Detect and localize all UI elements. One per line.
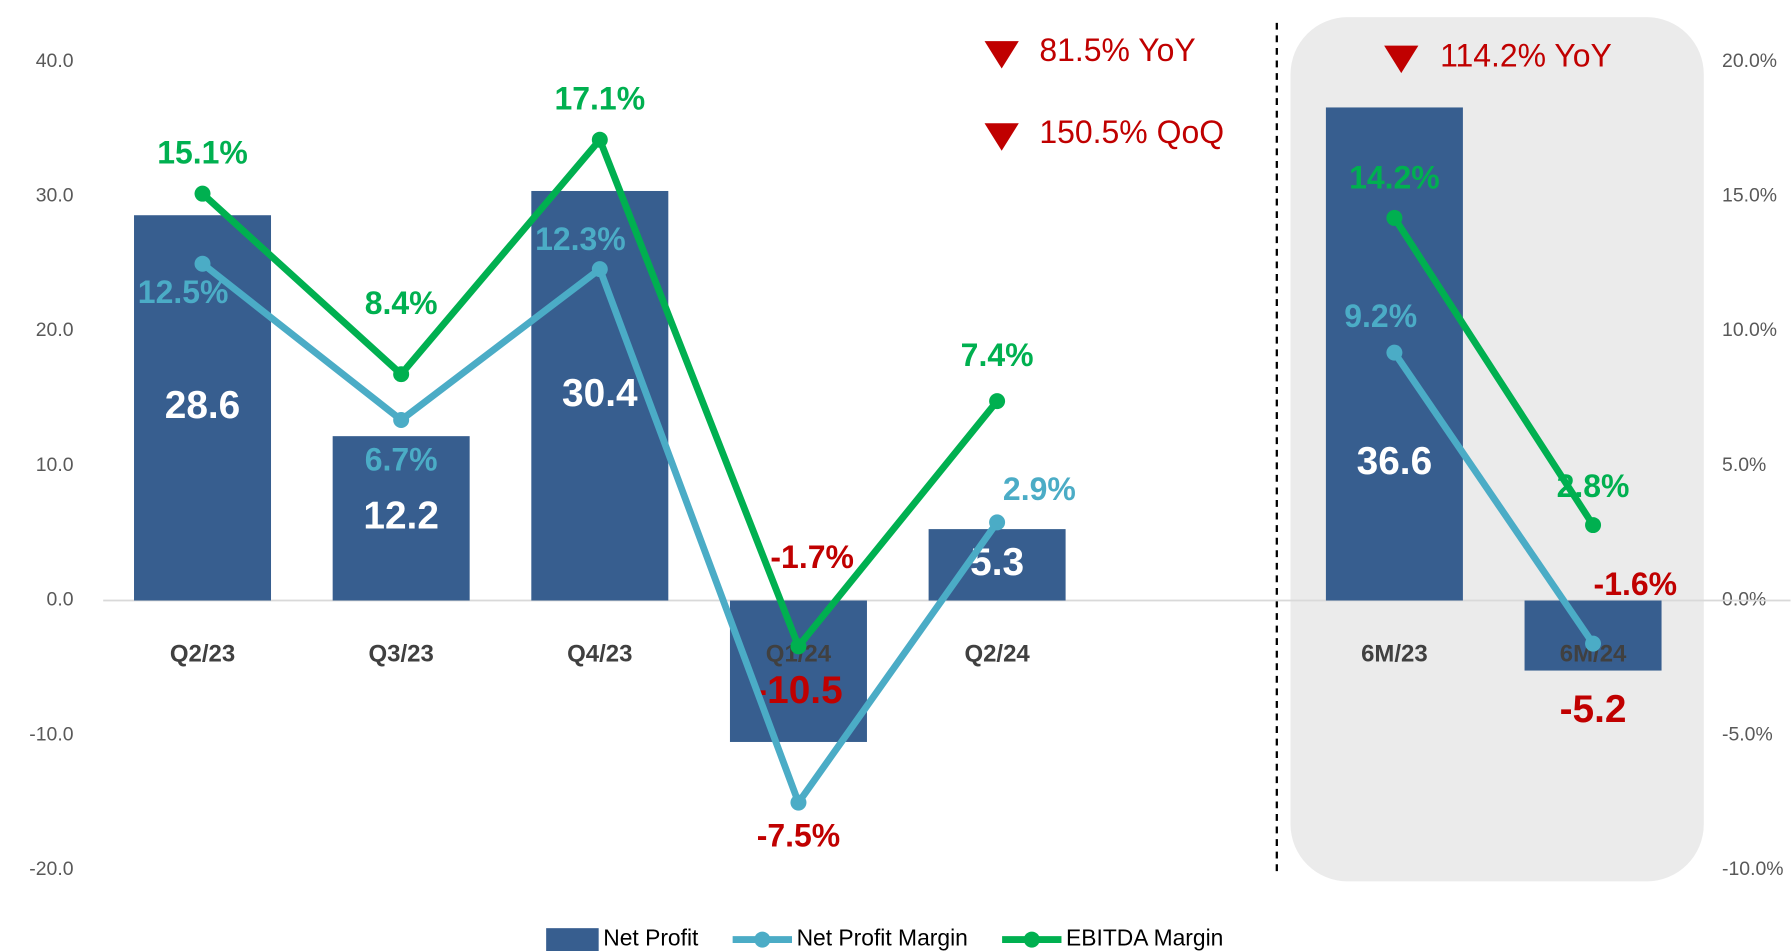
line	[1391, 350, 1596, 646]
marker	[194, 185, 211, 202]
line-value-label: -1.7%	[770, 539, 853, 575]
bar-value-label: 30.4	[562, 372, 638, 415]
line-value-label: 15.1%	[157, 134, 248, 170]
annotation: 114.2% YoY	[1440, 38, 1612, 74]
line-value-label: 7.4%	[961, 337, 1034, 373]
legend-label: Net Profit	[603, 925, 699, 951]
y2-tick-label: -10.0%	[1722, 858, 1783, 880]
marker	[1585, 517, 1602, 534]
legend-label: Net Profit Margin	[797, 925, 968, 951]
marker	[393, 366, 410, 383]
x-tick-label: Q4/23	[567, 641, 632, 668]
y-tick-label: 10.0	[36, 454, 74, 476]
annotation: 150.5% QoQ	[1039, 114, 1224, 150]
bar-value-label: 36.6	[1357, 440, 1433, 483]
line-value-label: 12.3%	[535, 221, 626, 257]
y2-tick-label: 10.0%	[1722, 319, 1777, 341]
y2-tick-label: -5.0%	[1722, 723, 1773, 745]
y-tick-label: -20.0	[29, 858, 73, 880]
down-arrow	[1384, 45, 1419, 74]
line-value-label: 6.7%	[365, 442, 438, 478]
line-value-label: 8.4%	[365, 285, 438, 321]
y2-tick-label: 5.0%	[1722, 454, 1766, 476]
annotation: 81.5% YoY	[1039, 32, 1195, 68]
x-tick-label: Q3/23	[369, 641, 434, 668]
y-tick-label: 40.0	[36, 50, 74, 72]
legend-swatch	[1023, 931, 1040, 948]
legend-label: EBITDA Margin	[1066, 925, 1223, 951]
x-tick-label: 6M/23	[1361, 641, 1428, 668]
line-value-label: 9.2%	[1344, 298, 1417, 334]
y2-tick-label: 15.0%	[1722, 184, 1777, 206]
legend-swatch	[546, 928, 599, 951]
line-value-label: -7.5%	[757, 817, 840, 853]
marker	[1386, 209, 1403, 226]
marker	[1585, 635, 1602, 652]
marker	[1386, 344, 1403, 361]
y2-tick-label: 20.0%	[1722, 50, 1777, 72]
marker	[591, 261, 608, 278]
marker	[790, 794, 807, 811]
y-tick-label: 20.0	[36, 319, 74, 341]
marker	[989, 514, 1006, 531]
line-value-label: 2.9%	[1003, 471, 1076, 507]
marker	[790, 638, 807, 655]
bar-value-label: 28.6	[165, 384, 241, 427]
marker	[591, 131, 608, 148]
bar	[332, 436, 470, 601]
x-tick-label: Q2/24	[964, 641, 1030, 668]
bar	[134, 215, 272, 601]
line-value-label: 17.1%	[555, 80, 646, 116]
bar-value-label: -10.5	[754, 669, 842, 712]
x-tick-label: Q2/23	[170, 641, 235, 668]
marker	[989, 393, 1006, 410]
line	[1391, 216, 1596, 527]
y2-tick-label: 0.0%	[1722, 589, 1766, 611]
bar-value-label: -5.2	[1560, 688, 1627, 731]
y-tick-label: 30.0	[36, 184, 74, 206]
y-tick-label: 0.0	[47, 589, 74, 611]
y-tick-label: -10.0	[29, 723, 73, 745]
marker	[393, 412, 410, 428]
line-value-label: 2.8%	[1557, 468, 1630, 504]
marker	[194, 255, 211, 272]
down-arrow	[984, 123, 1019, 151]
legend-swatch	[754, 931, 771, 948]
bar-value-label: 12.2	[363, 495, 439, 538]
line-value-label: 14.2%	[1349, 160, 1440, 196]
line-value-label: -1.6%	[1594, 566, 1677, 602]
bar	[1524, 600, 1662, 671]
line-value-label: 12.5%	[138, 274, 229, 310]
down-arrow	[984, 41, 1019, 69]
